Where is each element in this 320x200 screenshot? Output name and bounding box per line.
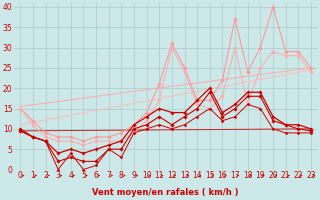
X-axis label: Vent moyen/en rafales ( km/h ): Vent moyen/en rafales ( km/h ) (92, 188, 239, 197)
